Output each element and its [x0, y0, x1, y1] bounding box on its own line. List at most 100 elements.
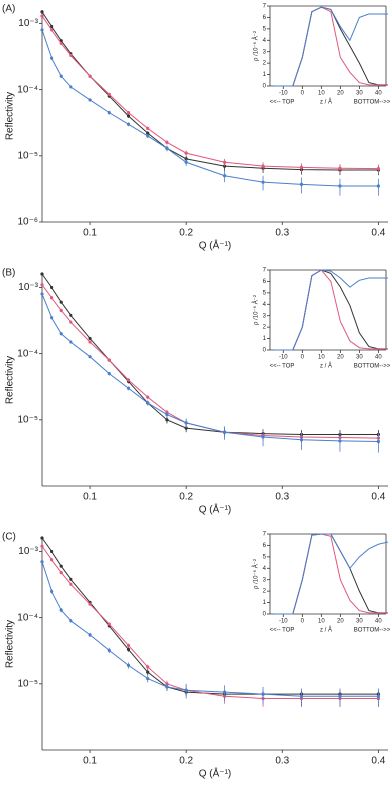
inset-y-title: ρ /10⁻⁶ Å⁻² — [253, 559, 260, 589]
panel-label: (C) — [2, 532, 16, 543]
y-tick-label: 7 — [263, 4, 267, 10]
x-tick-label: 10 — [318, 619, 325, 625]
x-tick-label: -10 — [279, 91, 288, 97]
data-point — [184, 421, 188, 425]
y-tick-label: 0 — [263, 612, 267, 618]
y-tick-label: 1 — [263, 72, 267, 78]
data-point — [223, 690, 227, 694]
inset-x-title: z / Å — [320, 627, 332, 634]
x-tick-label: 0 — [301, 91, 305, 97]
data-point — [165, 412, 169, 417]
y-tick-label: 4 — [263, 38, 267, 44]
data-point — [184, 157, 188, 161]
x-tick-label: 0.1 — [83, 756, 97, 767]
data-point — [126, 643, 131, 648]
data-point — [69, 85, 73, 89]
data-point — [184, 151, 188, 155]
data-point — [299, 165, 304, 169]
x-tick-label: 30 — [356, 619, 363, 625]
inset-x-title: <<-- TOP — [270, 100, 295, 106]
data-point — [50, 296, 54, 300]
data-point — [88, 74, 92, 78]
data-point — [126, 122, 131, 126]
x-tick-label: 20 — [337, 355, 344, 361]
y-tick-label: 1 — [263, 600, 267, 606]
x-tick-label: 40 — [375, 91, 382, 97]
data-point — [338, 439, 342, 443]
data-point — [88, 336, 92, 341]
x-tick-label: 0.4 — [371, 228, 385, 239]
data-point — [261, 435, 265, 439]
y-tick-label: 6 — [263, 15, 267, 21]
data-point — [69, 340, 73, 344]
data-point — [146, 395, 150, 399]
y-axis-title: Reflectivity — [5, 92, 16, 140]
x-tick-label: 0.3 — [275, 228, 289, 239]
x-tick-label: 0.4 — [371, 756, 385, 767]
data-point — [107, 622, 111, 626]
data-point — [69, 320, 73, 324]
y-tick-label: 7 — [263, 532, 267, 538]
data-point — [40, 283, 44, 287]
data-point — [107, 358, 111, 362]
y-tick-label: 0 — [263, 348, 267, 354]
x-tick-label: 30 — [356, 355, 363, 361]
x-tick-label: 0.3 — [275, 492, 289, 503]
y-tick-label: 3 — [263, 577, 267, 583]
y-tick-label: 6 — [263, 543, 267, 549]
data-point — [50, 285, 54, 290]
data-point — [146, 665, 150, 669]
data-point — [146, 676, 150, 681]
series-line — [273, 269, 388, 351]
y-tick-label: 10⁻⁴ — [17, 612, 38, 623]
x-tick-label: 0 — [301, 619, 305, 625]
inset-x-title: <<-- TOP — [270, 628, 295, 634]
data-point — [223, 174, 227, 178]
data-point — [59, 300, 63, 304]
data-point — [69, 313, 73, 317]
data-point — [146, 401, 150, 405]
y-tick-label: 0 — [263, 84, 267, 90]
y-tick-label: 6 — [263, 279, 267, 285]
data-point — [50, 316, 54, 320]
data-point — [165, 685, 169, 689]
data-point — [165, 146, 169, 150]
data-point — [146, 670, 150, 674]
y-axis-title: Reflectivity — [5, 620, 16, 668]
inset-y-title: ρ /10⁻⁶ Å⁻² — [253, 31, 260, 61]
y-tick-label: 10⁻⁵ — [17, 414, 38, 425]
data-point — [40, 28, 44, 32]
y-tick-label: 1 — [263, 336, 267, 342]
y-tick-label: 5 — [263, 290, 267, 296]
y-tick-label: 3 — [263, 313, 267, 319]
data-point — [50, 28, 54, 32]
data-point — [126, 378, 131, 382]
y-tick-label: 10⁻⁴ — [17, 348, 38, 359]
data-point — [338, 166, 342, 170]
y-tick-label: 10⁻³ — [18, 546, 38, 557]
data-point — [299, 182, 304, 187]
x-tick-label: 0.1 — [83, 492, 97, 503]
y-tick-label: 10⁻³ — [18, 282, 38, 293]
data-point — [50, 549, 54, 554]
x-tick-label: 0.2 — [179, 756, 193, 767]
inset-background — [270, 270, 386, 350]
panel-label: (A) — [2, 4, 15, 15]
data-point — [50, 589, 54, 593]
x-tick-label: 0.4 — [371, 492, 385, 503]
data-point — [165, 140, 169, 144]
y-tick-label: 4 — [263, 302, 267, 308]
data-point — [126, 647, 131, 652]
data-point — [88, 355, 92, 359]
y-tick-label: 5 — [263, 26, 267, 32]
data-point — [50, 56, 54, 60]
y-tick-label: 10⁻³ — [18, 18, 38, 29]
data-point — [59, 332, 63, 336]
data-point — [376, 439, 380, 444]
data-point — [50, 558, 54, 562]
data-point — [126, 114, 131, 118]
data-point — [40, 560, 44, 564]
data-point — [40, 10, 44, 14]
data-point — [40, 536, 44, 540]
